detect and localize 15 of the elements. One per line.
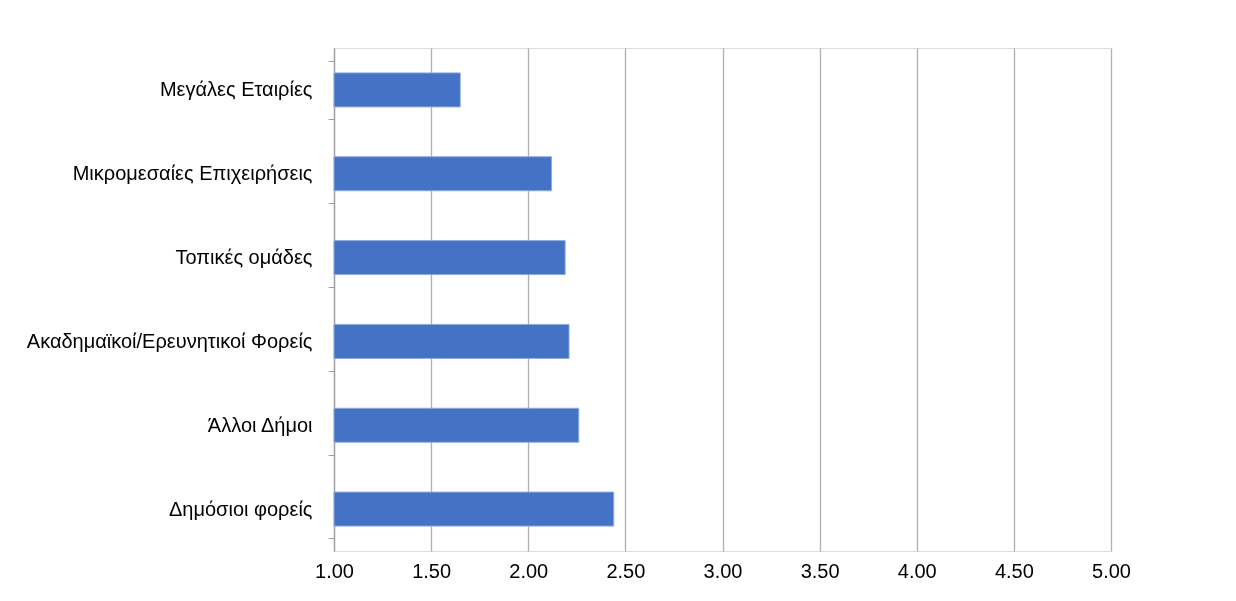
- x-tick-label: 2.00: [509, 559, 549, 582]
- y-tick-label: Ακαδημαϊκοί/Ερευνητικοί Φορείς: [26, 329, 313, 352]
- x-tick-label: 1.00: [315, 559, 354, 582]
- x-tick-label: 3.50: [800, 559, 840, 582]
- x-tick-label: 2.50: [606, 559, 646, 582]
- x-tick-label: 1.50: [412, 559, 452, 582]
- x-tick-label: 3.00: [703, 559, 743, 582]
- y-tick-label: Τοπικές ομάδες: [175, 246, 313, 269]
- x-tick-label: 4.50: [994, 559, 1034, 582]
- y-tick-label: Άλλοι Δήμοι: [207, 413, 313, 436]
- x-tick-label: 5.00: [1092, 559, 1131, 582]
- y-tick-label: Δημόσιοι φορείς: [168, 497, 313, 520]
- y-tick-label: Μικρομεσαίες Επιχειρήσεις: [72, 162, 313, 185]
- x-tick-label: 4.00: [897, 559, 937, 582]
- y-tick-label: Μεγάλες Εταιρίες: [159, 78, 313, 101]
